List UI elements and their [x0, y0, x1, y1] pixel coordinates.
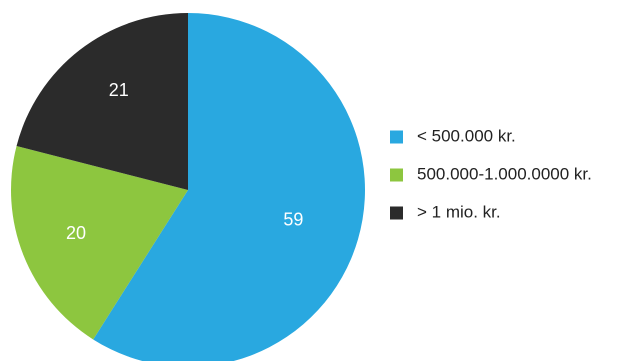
- legend-label: < 500.000 kr.: [417, 126, 516, 145]
- pie-slice: [93, 13, 365, 361]
- pie-slices: [10, 12, 365, 361]
- pie-slice: [16, 12, 189, 191]
- pie-data-label: 21: [109, 80, 129, 100]
- legend-swatch: [390, 206, 403, 220]
- pie-slice: [10, 145, 188, 340]
- legend-label: 500.000-1.000.0000 kr.: [417, 164, 592, 183]
- legend-swatch: [390, 130, 403, 144]
- legend-swatch: [390, 168, 403, 182]
- legend-label: > 1 mio. kr.: [417, 202, 501, 221]
- pie-data-labels: 59 20 21: [66, 80, 303, 243]
- pie-data-label: 20: [66, 223, 86, 243]
- legend: < 500.000 kr. 500.000-1.000.0000 kr. > 1 m…: [390, 126, 592, 221]
- pie-data-label: 59: [283, 209, 303, 229]
